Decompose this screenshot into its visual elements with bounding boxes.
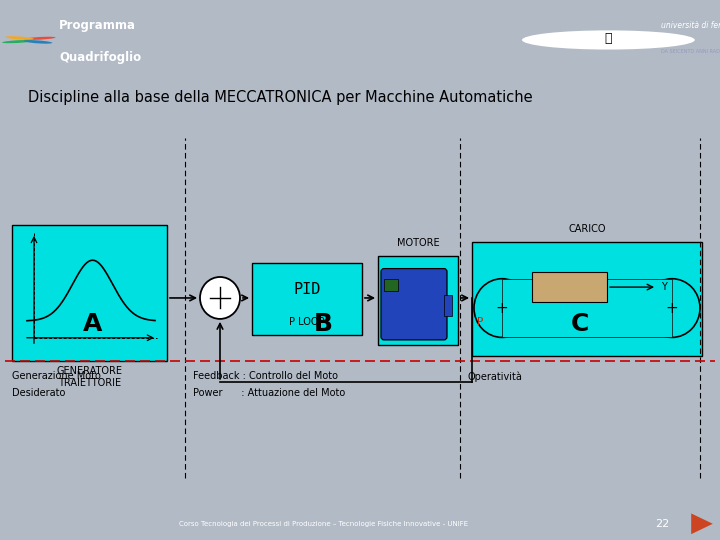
- Ellipse shape: [24, 37, 55, 40]
- FancyBboxPatch shape: [378, 256, 458, 345]
- Text: MOTORE: MOTORE: [397, 238, 439, 248]
- Text: B: B: [313, 312, 333, 336]
- Text: Y: Y: [661, 282, 667, 292]
- Text: 🌲: 🌲: [605, 32, 612, 45]
- Text: 22: 22: [655, 519, 670, 529]
- FancyBboxPatch shape: [502, 279, 672, 338]
- Text: P LOOP: P LOOP: [289, 318, 325, 327]
- Circle shape: [200, 277, 240, 319]
- Text: Programma: Programma: [59, 19, 136, 32]
- Circle shape: [522, 30, 695, 50]
- Text: Desiderato: Desiderato: [12, 388, 66, 398]
- Polygon shape: [691, 514, 713, 534]
- Text: università di ferrara: università di ferrara: [661, 21, 720, 30]
- Text: Power      : Attuazione del Moto: Power : Attuazione del Moto: [193, 388, 346, 398]
- Text: +: +: [665, 301, 678, 315]
- Text: +: +: [495, 301, 508, 315]
- Circle shape: [474, 279, 530, 338]
- Text: Discipline alla base della MECCATRONICA per Macchine Automatiche: Discipline alla base della MECCATRONICA …: [28, 90, 533, 105]
- Text: C: C: [571, 312, 589, 336]
- Circle shape: [644, 279, 700, 338]
- Text: Operatività: Operatività: [468, 372, 523, 382]
- Text: GENERATORE
TRAIETTORIE: GENERATORE TRAIETTORIE: [56, 366, 122, 388]
- FancyBboxPatch shape: [532, 272, 607, 302]
- Text: P: P: [477, 317, 483, 327]
- FancyBboxPatch shape: [381, 268, 447, 340]
- Text: Feedback : Controllo del Moto: Feedback : Controllo del Moto: [193, 372, 338, 381]
- Text: Generazione Moto: Generazione Moto: [12, 372, 101, 381]
- FancyBboxPatch shape: [252, 264, 362, 335]
- Text: DA SEICENTO ANNI RADIAMO AVANTI: DA SEICENTO ANNI RADIAMO AVANTI: [661, 49, 720, 53]
- Text: Quadrifoglio: Quadrifoglio: [59, 51, 141, 64]
- FancyBboxPatch shape: [444, 295, 452, 316]
- Text: A: A: [84, 312, 103, 336]
- FancyBboxPatch shape: [12, 225, 167, 361]
- Text: CARICO: CARICO: [568, 224, 606, 234]
- FancyBboxPatch shape: [384, 279, 398, 291]
- Ellipse shape: [5, 36, 34, 40]
- Ellipse shape: [24, 40, 53, 44]
- Ellipse shape: [2, 40, 34, 43]
- Text: PID: PID: [293, 282, 320, 297]
- Text: Corso Tecnologia dei Processi di Produzione – Tecnologie Fisiche Innovative - UN: Corso Tecnologia dei Processi di Produzi…: [179, 521, 469, 527]
- FancyBboxPatch shape: [472, 242, 702, 356]
